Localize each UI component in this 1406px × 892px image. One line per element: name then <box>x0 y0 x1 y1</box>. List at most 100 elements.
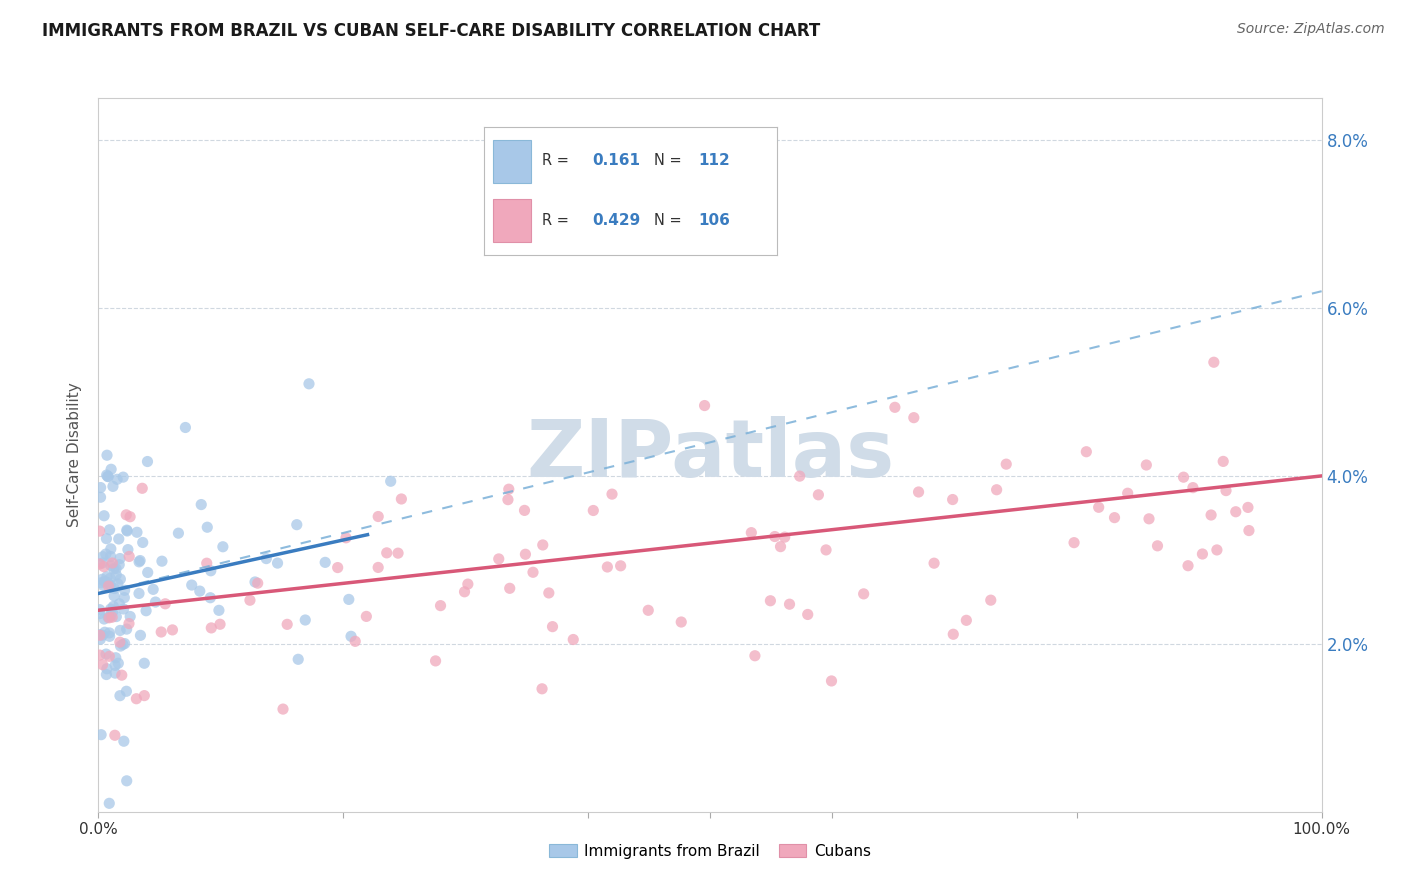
Point <box>453 584 475 599</box>
Point <box>114 583 136 598</box>
Point <box>375 546 398 560</box>
Point <box>609 558 631 573</box>
Point <box>100 541 122 556</box>
Point <box>335 531 357 545</box>
Point <box>496 492 519 507</box>
Point <box>807 488 830 502</box>
Point <box>115 523 138 537</box>
Point <box>98 611 121 625</box>
Point <box>134 689 156 703</box>
Point <box>108 624 131 638</box>
Point <box>136 454 159 468</box>
Point <box>693 399 716 413</box>
Point <box>387 546 409 560</box>
Point <box>97 610 120 624</box>
Point <box>131 481 153 495</box>
Text: Source: ZipAtlas.com: Source: ZipAtlas.com <box>1237 22 1385 37</box>
Point <box>254 551 277 566</box>
Point <box>125 525 148 540</box>
Text: ZIPatlas: ZIPatlas <box>526 416 894 494</box>
Point <box>488 552 510 566</box>
Y-axis label: Self-Care Disability: Self-Care Disability <box>67 383 83 527</box>
Point <box>1202 355 1225 369</box>
Point <box>104 658 127 673</box>
Point <box>93 508 115 523</box>
Point <box>1206 543 1229 558</box>
Point <box>142 582 165 597</box>
Point <box>498 482 520 496</box>
Point <box>582 503 605 517</box>
Point <box>89 557 111 571</box>
Point <box>115 622 138 636</box>
Point <box>107 657 129 671</box>
Point <box>287 652 309 666</box>
Point <box>942 627 965 641</box>
Point <box>212 540 235 554</box>
Point <box>162 623 184 637</box>
Point <box>100 462 122 476</box>
Point <box>105 562 128 576</box>
Point <box>208 603 231 617</box>
Point <box>98 523 121 537</box>
Point <box>1212 454 1234 468</box>
Point <box>986 483 1008 497</box>
Point <box>98 649 121 664</box>
Point <box>298 376 321 391</box>
Point <box>769 540 792 554</box>
Point <box>356 609 378 624</box>
Point <box>98 626 121 640</box>
Point <box>118 549 141 564</box>
Point <box>200 591 222 605</box>
Point <box>155 597 177 611</box>
Point <box>744 648 766 663</box>
Point <box>89 632 111 647</box>
Point <box>513 503 536 517</box>
Point <box>1225 505 1247 519</box>
Point <box>773 530 796 544</box>
Point <box>91 572 114 586</box>
Point <box>1116 486 1139 500</box>
Point <box>101 479 124 493</box>
Point <box>150 554 173 568</box>
Point <box>150 625 173 640</box>
Point <box>90 728 112 742</box>
Point <box>112 470 135 484</box>
Point <box>246 576 269 591</box>
Point <box>1146 539 1168 553</box>
Point <box>995 457 1018 471</box>
Point <box>531 681 554 696</box>
Point <box>98 797 121 811</box>
Point <box>94 547 117 561</box>
Point <box>90 490 112 504</box>
Point <box>108 635 131 649</box>
Point <box>96 448 118 462</box>
Point <box>115 684 138 698</box>
Point <box>522 566 544 580</box>
Point <box>134 657 156 671</box>
Point <box>167 526 190 541</box>
Point <box>100 602 122 616</box>
Point <box>200 564 222 578</box>
Point <box>907 485 929 500</box>
Point <box>815 542 838 557</box>
Point <box>100 549 122 564</box>
Point <box>117 542 139 557</box>
Point <box>111 637 134 651</box>
Point <box>239 593 262 607</box>
Point <box>93 612 115 626</box>
Point <box>97 469 120 483</box>
Point <box>980 593 1002 607</box>
Point <box>96 532 118 546</box>
Point <box>1173 470 1195 484</box>
Point <box>125 691 148 706</box>
Point <box>128 586 150 600</box>
Point <box>90 481 112 495</box>
Point <box>903 410 925 425</box>
Point <box>820 673 842 688</box>
Point <box>779 597 801 611</box>
Point <box>195 556 218 570</box>
Point <box>111 668 134 682</box>
Point <box>98 571 121 585</box>
Point <box>104 666 127 681</box>
Point <box>94 625 117 640</box>
